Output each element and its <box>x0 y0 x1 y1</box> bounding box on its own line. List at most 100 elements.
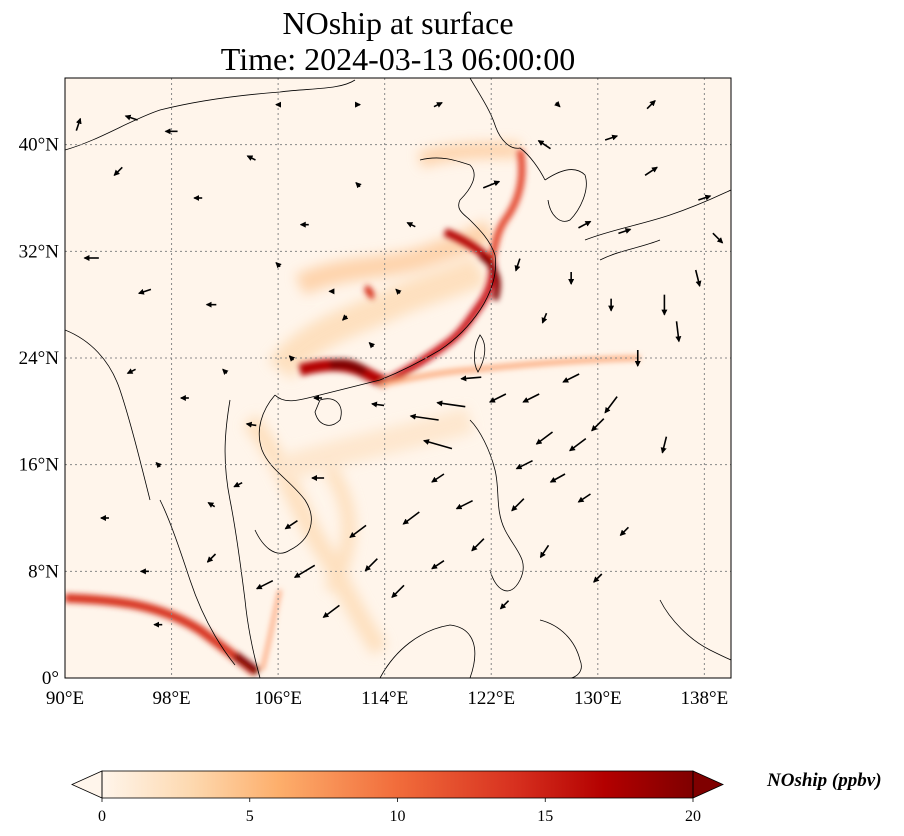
wind-arrow <box>284 520 298 530</box>
wind-arrow <box>569 438 587 452</box>
wind-arrow <box>371 401 385 408</box>
wind-arrow <box>342 314 349 321</box>
wind-arrow <box>499 600 510 610</box>
colorbar-tick-label: 20 <box>685 808 701 825</box>
wind-arrow <box>75 117 82 131</box>
wind-arrow <box>137 288 152 295</box>
lon-tick-label: 98°E <box>152 688 190 709</box>
wind-arrow <box>113 166 123 177</box>
wind-arrow <box>402 511 420 525</box>
lon-tick-label: 122°E <box>467 688 515 709</box>
wind-arrow <box>549 473 566 483</box>
wind-arrow <box>618 228 632 235</box>
coastlines <box>65 78 731 678</box>
wind-arrow <box>395 288 402 295</box>
wind-arrow <box>541 312 548 324</box>
wind-arrow <box>233 481 243 488</box>
wind-arrow <box>619 526 630 537</box>
wind-arrow <box>578 220 592 229</box>
gridlines <box>65 78 731 678</box>
wind-arrow <box>431 560 445 570</box>
lon-tick-label: 114°E <box>361 688 408 709</box>
wind-arrow <box>293 564 316 579</box>
wind-arrow <box>712 232 724 244</box>
colorbar-ticks: 0 5 10 15 20 <box>98 798 701 825</box>
wind-arrow <box>364 558 378 572</box>
wind-arrow <box>349 524 367 538</box>
wind-arrow <box>275 261 282 269</box>
colorbar-extend-high <box>692 770 724 799</box>
wind-arrow <box>577 493 591 503</box>
wind-arrow <box>436 400 466 408</box>
lat-tick-label: 24°N <box>19 348 60 369</box>
wind-arrow <box>433 101 443 108</box>
wind-arrow <box>455 499 473 510</box>
wind-arrow <box>245 421 257 428</box>
wind-arrow <box>322 604 340 618</box>
wind-arrow <box>126 368 136 375</box>
wind-vectors <box>75 99 724 628</box>
colorbar-extend-low <box>71 770 103 799</box>
lat-tick-label: 32°N <box>19 241 60 262</box>
wind-arrow <box>537 140 551 150</box>
wind-arrow <box>675 321 682 343</box>
wind-arrow <box>155 461 162 469</box>
wind-arrow <box>406 221 416 228</box>
wind-arrow <box>644 166 658 176</box>
wind-arrow <box>391 584 405 599</box>
lat-tick-label: 40°N <box>19 135 60 156</box>
wind-arrow <box>460 375 482 382</box>
map-frame <box>64 77 732 679</box>
wind-arrow <box>368 341 376 349</box>
wind-arrow <box>562 373 580 383</box>
wind-arrow <box>515 459 533 470</box>
wind-arrow <box>422 439 453 450</box>
lon-tick-label: 106°E <box>254 688 302 709</box>
lat-tick-labels: 0° 8°N 16°N 24°N 32°N 40°N <box>19 135 60 689</box>
wind-arrow <box>489 393 507 403</box>
colorbar-tick-label: 10 <box>390 808 406 825</box>
colorbar-tick-label: 15 <box>537 808 553 825</box>
wind-arrow <box>593 573 603 583</box>
lon-tick-label: 130°E <box>574 688 622 709</box>
wind-arrow <box>554 101 561 108</box>
wind-arrow <box>522 393 540 403</box>
wind-arrow <box>246 155 256 161</box>
wind-arrow <box>255 579 274 590</box>
lon-tick-label: 90°E <box>46 688 84 709</box>
wind-arrow <box>535 431 554 445</box>
concentration-field <box>65 142 641 676</box>
chart-subtitle-time: Time: 2024-03-13 06:00:00 <box>220 41 576 77</box>
lon-tick-labels: 90°E 98°E 106°E 114°E 122°E 130°E 138°E <box>46 688 728 709</box>
wind-arrow <box>124 114 138 121</box>
colorbar-gradient <box>102 771 693 798</box>
colorbar-label: NOship (ppbv) <box>767 770 882 791</box>
lon-tick-label: 138°E <box>681 688 729 709</box>
wind-arrow <box>207 501 216 508</box>
chart-title: NOship at surface <box>282 5 514 41</box>
wind-arrow <box>409 413 439 421</box>
wind-arrow <box>355 181 362 189</box>
wind-arrow <box>511 498 525 512</box>
lat-tick-label: 16°N <box>19 455 60 476</box>
lat-tick-label: 0° <box>42 668 59 689</box>
colorbar-tick-label: 0 <box>98 808 106 825</box>
wind-arrow <box>471 538 485 552</box>
wind-arrow <box>591 418 605 432</box>
wind-arrow <box>206 553 217 563</box>
wind-arrow <box>514 258 521 272</box>
wind-arrow <box>288 355 296 362</box>
colorbar: 0 5 10 15 20 <box>71 770 724 825</box>
wind-arrow <box>646 99 656 110</box>
wind-arrow <box>660 436 668 454</box>
wind-arrow <box>694 269 702 287</box>
wind-arrow <box>482 180 501 189</box>
wind-arrow <box>539 544 550 559</box>
colorbar-tick-label: 5 <box>246 808 254 825</box>
wind-arrow <box>431 473 445 483</box>
wind-arrow <box>222 368 229 375</box>
lat-tick-label: 8°N <box>28 561 59 582</box>
wind-arrow <box>698 194 712 201</box>
wind-arrow <box>604 134 619 141</box>
